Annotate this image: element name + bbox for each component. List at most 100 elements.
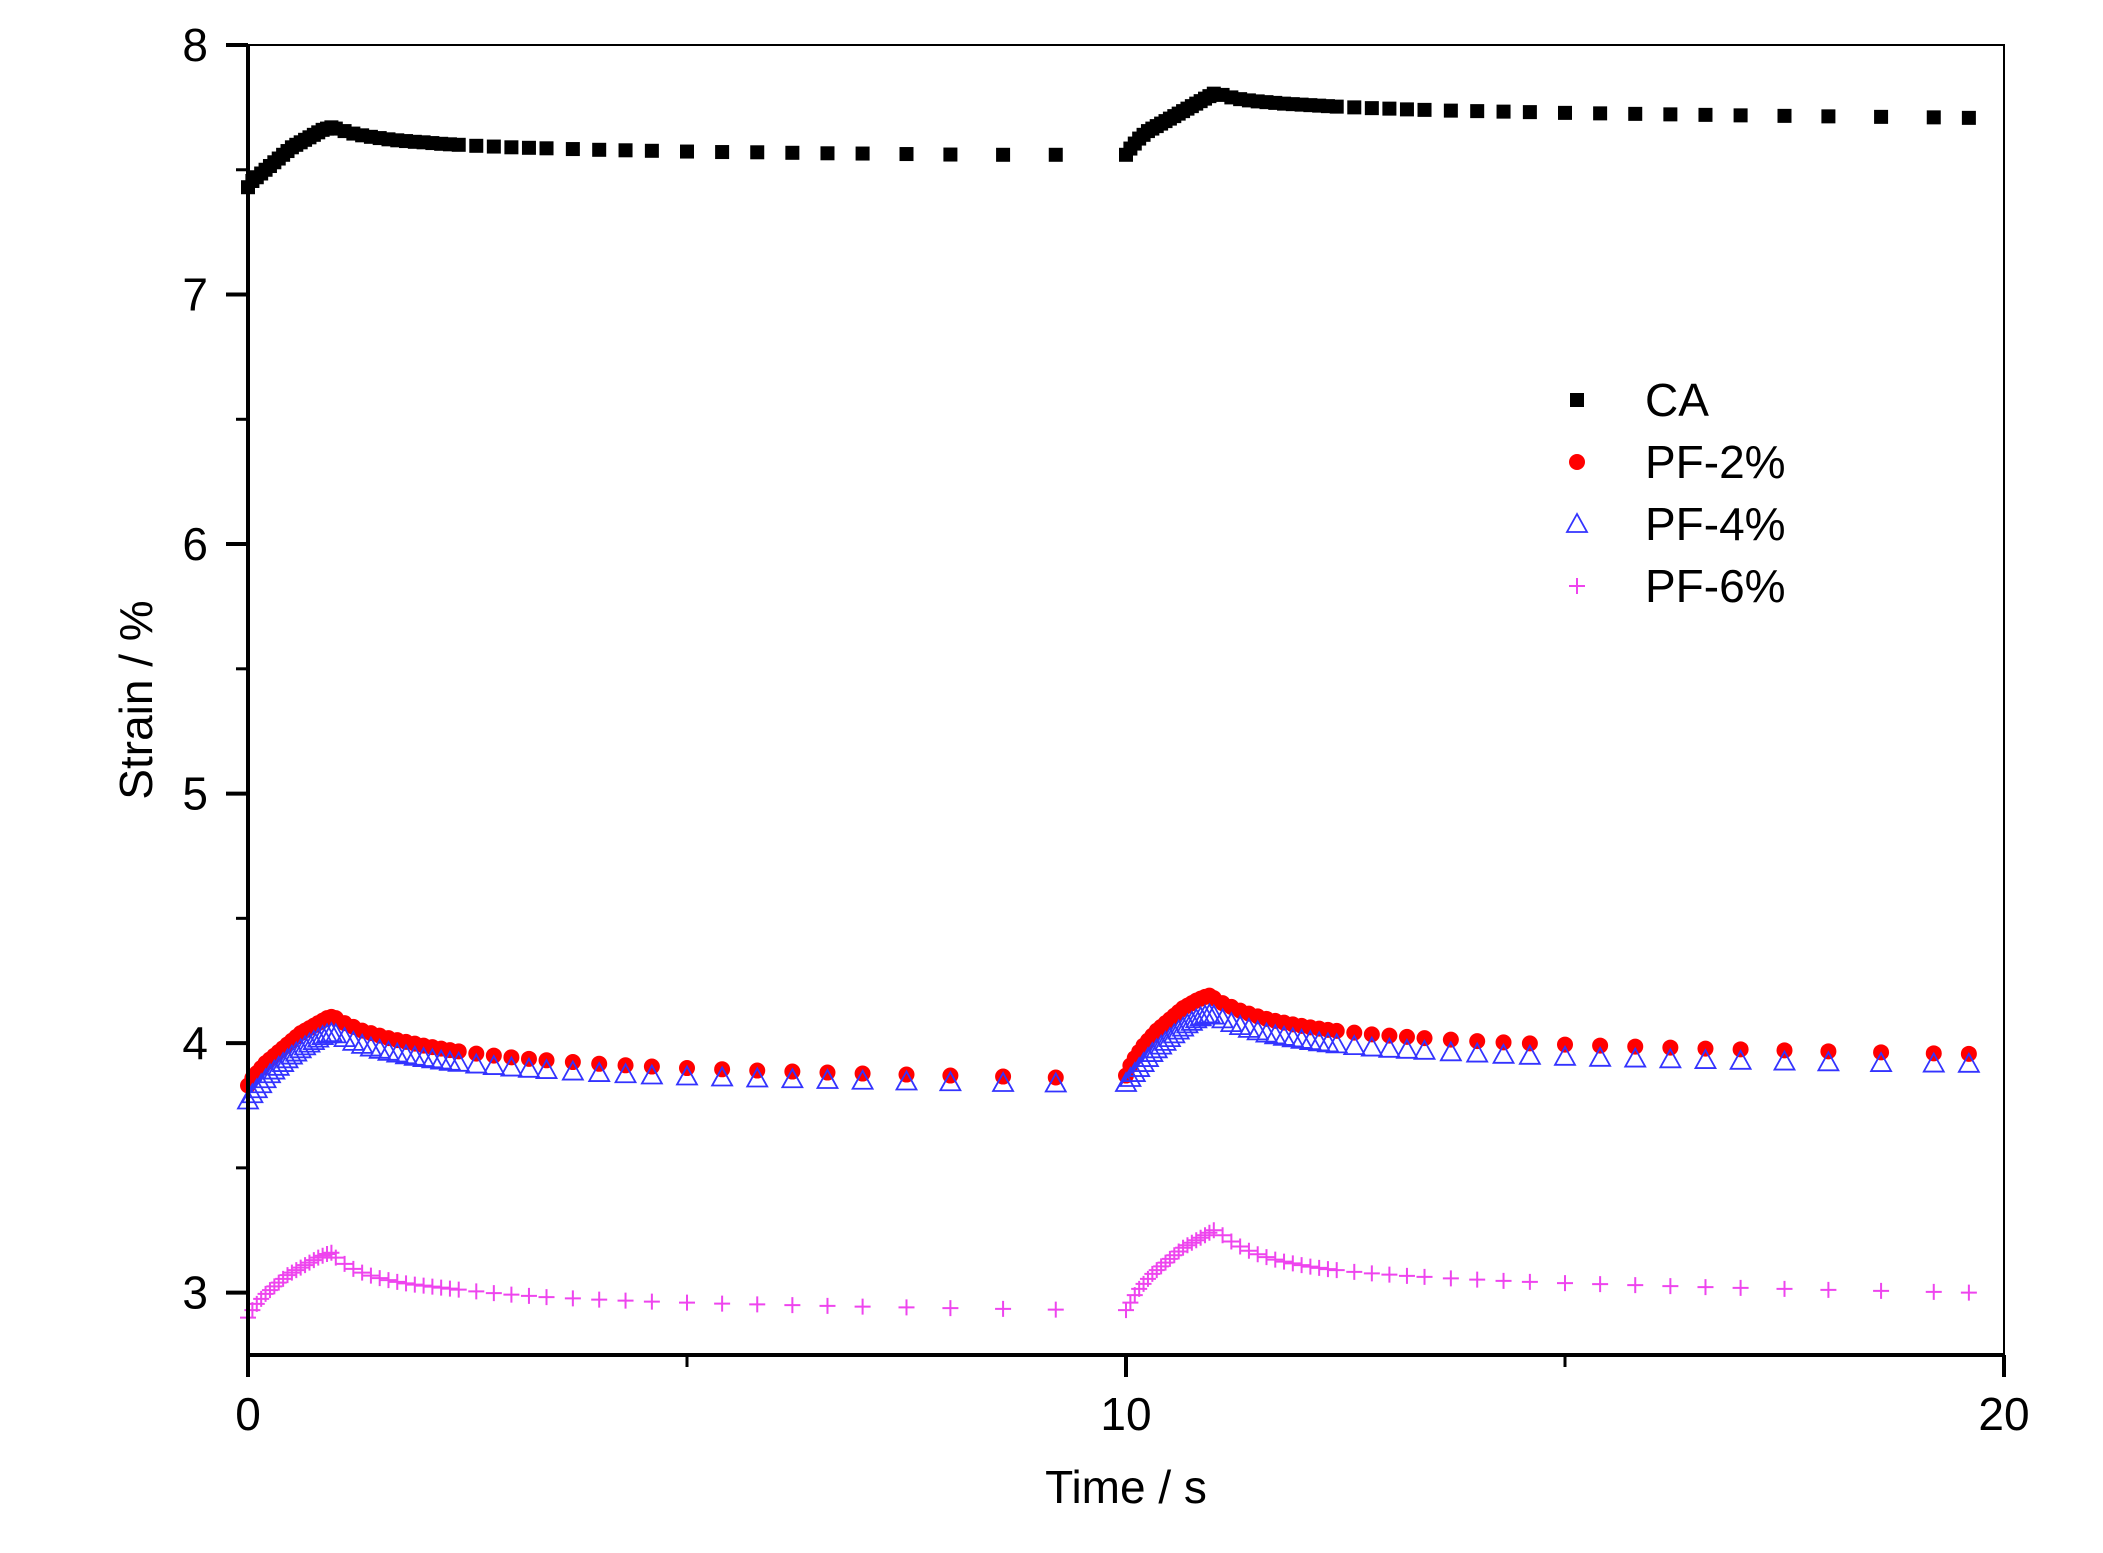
data-point — [504, 140, 519, 155]
legend-label: CA — [1645, 374, 1709, 426]
data-point — [1439, 1040, 1463, 1062]
data-point — [898, 1299, 915, 1316]
data-point — [398, 1275, 415, 1292]
data-point — [618, 143, 633, 158]
data-point — [1492, 1042, 1516, 1064]
data-point — [275, 1047, 300, 1069]
data-point — [1925, 1283, 1942, 1300]
data-point — [371, 1270, 388, 1287]
data-point — [345, 1260, 362, 1277]
data-point — [1442, 1031, 1459, 1048]
data-point — [587, 1061, 611, 1082]
data-point — [679, 1294, 695, 1311]
data-point — [785, 145, 800, 160]
data-point — [1398, 1028, 1415, 1045]
data-point — [565, 142, 580, 157]
data-point — [894, 1069, 919, 1091]
data-point — [780, 1067, 804, 1089]
data-point — [267, 1054, 291, 1076]
y-tick-label: 6 — [182, 518, 208, 570]
data-point — [486, 139, 501, 154]
data-point — [1593, 106, 1608, 121]
data-point — [1360, 1035, 1384, 1057]
y-tick-label: 3 — [182, 1267, 208, 1319]
data-point — [1044, 1071, 1068, 1093]
data-point — [1658, 1047, 1682, 1069]
data-point — [1553, 1044, 1577, 1066]
data-point — [1623, 1046, 1647, 1068]
data-point — [517, 1056, 541, 1078]
data-point — [1592, 1276, 1609, 1293]
data-point — [1776, 1280, 1793, 1297]
data-point — [451, 137, 466, 152]
data-point — [1557, 1275, 1573, 1292]
data-point — [1240, 1242, 1257, 1259]
data-point — [534, 1058, 559, 1079]
data-point — [1377, 1036, 1401, 1058]
data-point — [1364, 101, 1379, 116]
data-point — [1328, 1262, 1345, 1279]
data-point — [1395, 1037, 1419, 1059]
data-point — [1874, 109, 1889, 124]
data-point — [1495, 1034, 1512, 1051]
data-point — [1232, 1238, 1249, 1255]
data-point — [1821, 109, 1836, 124]
data-point — [1140, 1041, 1164, 1062]
data-point — [675, 1064, 699, 1086]
data-point — [1149, 1033, 1173, 1055]
data-point — [1118, 1066, 1142, 1087]
axis-ticks — [226, 43, 2006, 1377]
data-point — [1697, 1279, 1714, 1296]
data-point — [1470, 104, 1485, 119]
data-point — [406, 1276, 423, 1293]
data-point — [820, 146, 835, 161]
data-point — [538, 1289, 555, 1306]
data-point — [319, 1021, 343, 1043]
data-point — [614, 1062, 638, 1084]
data-point — [1319, 1261, 1336, 1278]
data-point — [499, 1055, 523, 1077]
data-point — [938, 1070, 962, 1092]
data-point — [1777, 108, 1792, 123]
data-point — [854, 1298, 871, 1315]
data-point — [1558, 105, 1572, 120]
data-point — [1693, 1048, 1718, 1069]
data-point — [1127, 1056, 1151, 1077]
data-point — [1816, 1050, 1840, 1072]
y-tick-label: 8 — [182, 19, 208, 71]
data-point — [819, 1064, 836, 1081]
data-point — [1592, 1037, 1609, 1054]
data-point — [1732, 1279, 1749, 1296]
legend: CA PF-2% PF-4% PF-6% — [1565, 374, 1786, 612]
data-point — [1729, 1048, 1753, 1070]
data-point — [1363, 1265, 1380, 1282]
data-point — [1960, 1284, 1977, 1301]
data-point — [715, 145, 730, 160]
x-tick-label: 20 — [1978, 1388, 2029, 1440]
data-point — [389, 1273, 406, 1290]
data-point — [1311, 1259, 1328, 1276]
data-point — [1123, 1061, 1147, 1082]
data-point — [1153, 1029, 1178, 1051]
data-point — [485, 1285, 502, 1302]
data-point — [591, 1291, 608, 1308]
data-point — [1961, 110, 1976, 125]
data-point — [1628, 106, 1643, 121]
legend-label: PF-4% — [1645, 498, 1786, 550]
data-point — [336, 1255, 353, 1272]
data-point — [1328, 1022, 1345, 1039]
data-point — [447, 1050, 471, 1072]
data-point — [380, 1272, 397, 1289]
data-point — [1442, 1270, 1459, 1287]
data-point — [995, 1300, 1012, 1317]
data-point — [1249, 1246, 1266, 1263]
data-point — [784, 1063, 801, 1080]
data-point — [415, 1277, 432, 1294]
data-point — [1047, 1301, 1064, 1318]
data-point — [293, 1034, 317, 1056]
data-point — [1346, 1024, 1363, 1041]
data-point — [815, 1068, 840, 1089]
data-point — [1284, 1255, 1301, 1272]
series-pf-6- — [240, 1222, 1977, 1326]
